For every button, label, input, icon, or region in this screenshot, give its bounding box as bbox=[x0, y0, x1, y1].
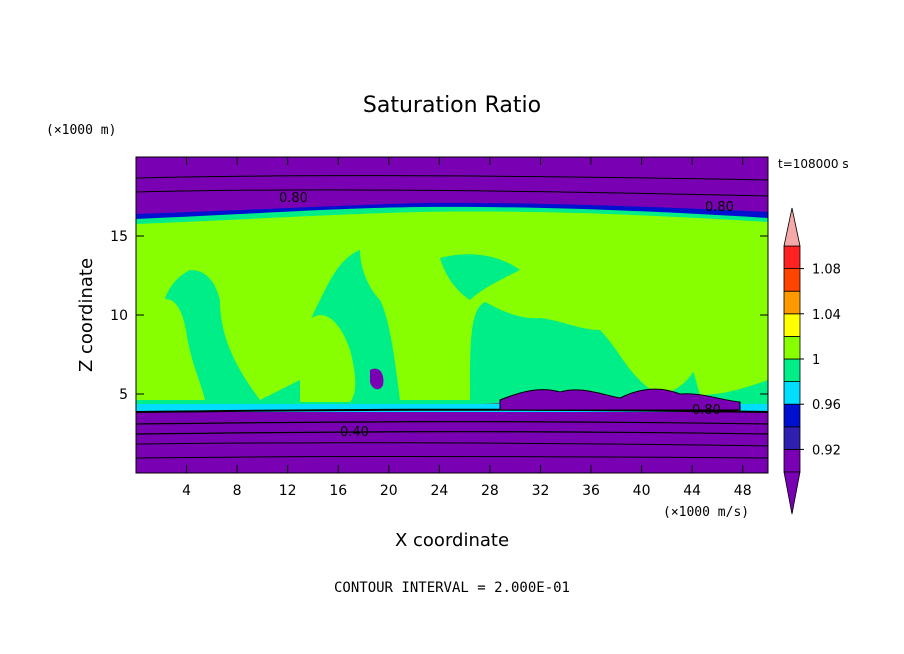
cloud-base-bumps bbox=[499, 388, 741, 411]
contour-line-lower-4 bbox=[136, 442, 768, 447]
contour-line-upper-1 bbox=[136, 175, 768, 181]
colorbar-segment bbox=[783, 268, 801, 292]
x-axis: 4 8 12 16 20 24 28 32 36 40 44 48 bbox=[182, 157, 752, 499]
colorbar-segment bbox=[783, 426, 801, 450]
upper-blue-band bbox=[136, 202, 768, 224]
contour-interval-footer: CONTOUR INTERVAL = 2.000E-01 bbox=[334, 580, 570, 596]
supersaturated-column-right bbox=[660, 238, 768, 395]
x-tick-label: 4 bbox=[182, 483, 191, 499]
x-tick-label: 24 bbox=[430, 483, 448, 499]
colorbar-bottom-arrow bbox=[783, 471, 801, 515]
colorbar-segment bbox=[783, 335, 801, 360]
contour-line-upper-2 bbox=[136, 189, 768, 197]
x-units-label: (×1000 m/s) bbox=[663, 505, 749, 520]
colorbar-top-arrow bbox=[783, 207, 801, 247]
x-tick-label: 28 bbox=[481, 483, 499, 499]
contour-line-lower-2 bbox=[136, 421, 768, 425]
x-axis-title: X coordinate bbox=[395, 530, 509, 551]
x-tick-label: 8 bbox=[233, 483, 242, 499]
x-tick-label: 16 bbox=[329, 483, 347, 499]
colorbar-segment bbox=[783, 290, 801, 315]
x-tick-label: 20 bbox=[380, 483, 398, 499]
x-tick-label: 36 bbox=[582, 483, 600, 499]
contour-label-3: 0.80 bbox=[692, 403, 721, 418]
supersaturated-region-upper bbox=[136, 211, 768, 400]
x-tick-label: 12 bbox=[279, 483, 297, 499]
colorbar-label: 1.08 bbox=[812, 263, 841, 278]
chart-title: Saturation Ratio bbox=[363, 93, 541, 118]
colorbar-label: 1 bbox=[812, 353, 820, 368]
contour-label-4: 0.40 bbox=[340, 425, 369, 440]
colorbar-segment bbox=[783, 381, 801, 405]
colorbar-segment bbox=[783, 358, 801, 383]
x-tick-label: 40 bbox=[633, 483, 651, 499]
plot-area bbox=[136, 157, 768, 473]
subsaturated-pocket bbox=[440, 254, 520, 300]
x-tick-label: 44 bbox=[683, 483, 701, 499]
contour-label-1: 0.80 bbox=[279, 191, 308, 206]
y-tick-label: 5 bbox=[119, 387, 128, 403]
colorbar-label: 0.92 bbox=[812, 443, 841, 458]
colorbar-label: 0.96 bbox=[812, 398, 841, 413]
colorbar-label: 1.04 bbox=[812, 308, 841, 323]
supersaturated-column-left bbox=[155, 299, 205, 400]
supersaturated-column-mid bbox=[300, 315, 356, 402]
contour-label-2: 0.80 bbox=[705, 200, 734, 215]
time-label: t=108000 s bbox=[778, 157, 849, 171]
x-tick-label: 48 bbox=[734, 483, 752, 499]
contour-line-lower-3 bbox=[136, 431, 768, 435]
colorbar-segment bbox=[783, 313, 801, 337]
colorbar-segment bbox=[783, 403, 801, 428]
x-tick-label: 32 bbox=[532, 483, 550, 499]
y-tick-label: 10 bbox=[110, 308, 128, 324]
y-units-label: (×1000 m) bbox=[46, 123, 116, 138]
colorbar: 0.92 0.96 1 1.04 1.08 bbox=[783, 207, 841, 515]
contour-line-lower-1 bbox=[136, 408, 768, 413]
y-axis-title: Z coordinate bbox=[76, 258, 97, 372]
dry-pocket bbox=[370, 368, 384, 390]
y-axis: 5 10 15 bbox=[110, 229, 768, 403]
colorbar-segment bbox=[783, 448, 801, 473]
colorbar-segment bbox=[783, 245, 801, 270]
contour-line-lower-5 bbox=[136, 456, 768, 459]
y-tick-label: 15 bbox=[110, 229, 128, 245]
